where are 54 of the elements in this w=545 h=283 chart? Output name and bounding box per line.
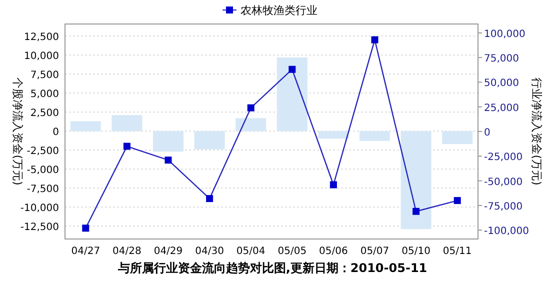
point: [288, 66, 296, 73]
y2-tick-label: -100,000: [484, 226, 529, 238]
y-tick-label: -7,500: [26, 184, 59, 196]
bar: [442, 131, 473, 144]
x-tick-label: 05/10: [402, 246, 430, 257]
point: [371, 36, 378, 44]
y-tick-label: 12,500: [24, 32, 59, 44]
x-tick-label: 05/11: [442, 246, 472, 257]
bar: [194, 131, 225, 150]
point: [330, 181, 337, 188]
bar: [236, 118, 266, 132]
y2-tick-label: 100,000: [484, 28, 526, 40]
y-tick-label: 5,000: [30, 89, 59, 100]
point: [247, 104, 254, 112]
y-axis-title: 个股净流入资金(万元): [11, 78, 24, 186]
y2-axis-title: 行业净流入资金(万元): [530, 78, 543, 186]
point: [412, 208, 420, 215]
y-tick-label: -5,000: [26, 165, 59, 176]
text: 与所属行业资金流向趋势对比图,更新日期：2010-05-11: [116, 261, 428, 275]
y-tick-label: -10,000: [20, 203, 59, 214]
bar: [276, 57, 308, 132]
y2-tick-label: 0: [484, 128, 490, 138]
bar: [400, 131, 432, 230]
point: [123, 142, 130, 150]
y-tick-label: 0: [52, 127, 59, 138]
x-tick-label: 05/07: [360, 246, 390, 257]
bar: [112, 115, 142, 132]
x-tick-label: 04/27: [71, 246, 100, 257]
point: [164, 156, 172, 164]
point: [82, 224, 90, 232]
legend-label: 农林牧渔类行业: [240, 4, 318, 17]
y-tick-label: -2,500: [26, 146, 59, 158]
x-tick-label: 04/29: [154, 246, 183, 257]
bar: [152, 131, 184, 152]
bar: [70, 121, 101, 132]
y2-tick-label: -75,000: [484, 201, 523, 212]
point: [206, 195, 214, 202]
y-tick-label: 7,500: [30, 70, 59, 82]
x-tick-label: 05/04: [236, 246, 266, 257]
x-tick-label: 04/28: [112, 246, 142, 257]
y-tick-label: -12,500: [20, 222, 59, 234]
x-tick-label: 05/06: [319, 246, 348, 257]
y-tick-label: 2,500: [30, 108, 59, 120]
y2-tick-label: -50,000: [484, 176, 523, 188]
y2-tick-label: -25,000: [484, 152, 523, 164]
x-tick-label: 04/30: [195, 246, 224, 257]
y-tick-label: 10,000: [24, 51, 59, 62]
y2-tick-label: 75,000: [484, 54, 519, 65]
bar: [359, 131, 390, 141]
x-tick-label: 05/05: [278, 246, 307, 257]
point: [454, 197, 461, 204]
y2-tick-label: 50,000: [484, 78, 519, 90]
y2-tick-label: 25,000: [484, 102, 519, 114]
bar: [318, 131, 349, 139]
